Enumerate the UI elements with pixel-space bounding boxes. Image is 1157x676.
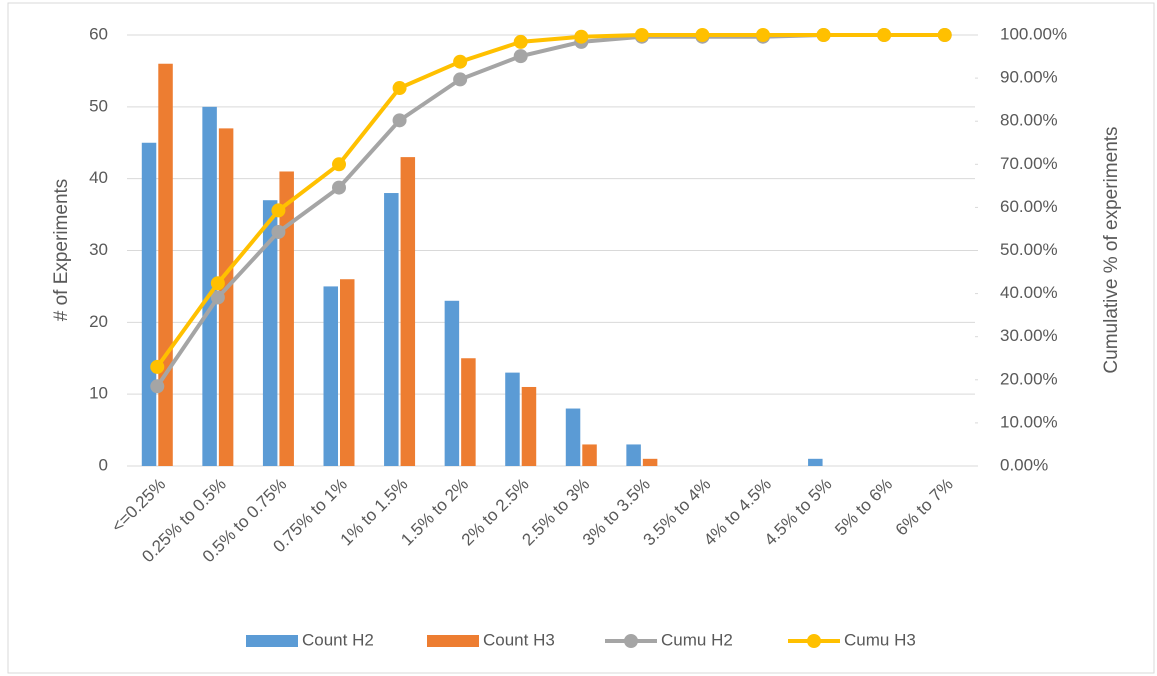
bar [626,444,641,466]
y2-tick-label: 10.00% [1000,412,1058,431]
marker [332,180,346,195]
y-tick-label: 10 [89,384,108,403]
marker [271,224,286,239]
y-tick-label: 0 [99,455,108,474]
y-tick-label: 50 [89,96,108,115]
y2-tick-label: 30.00% [1000,326,1058,345]
y-tick-label: 60 [89,24,108,43]
y2-tick-label: 40.00% [1000,283,1058,302]
legend-label: Count H2 [302,630,374,649]
marker [937,28,952,42]
marker [634,28,649,42]
marker [392,81,407,96]
y-tick-label: 40 [89,168,108,187]
bar [565,408,581,466]
marker [756,28,770,42]
marker [332,157,346,172]
bar [400,157,416,466]
marker [453,54,468,69]
legend-label: Cumu H3 [844,630,916,649]
y2-tick-label: 20.00% [1000,369,1058,388]
bar [521,386,537,466]
bar [642,458,658,466]
marker [513,34,528,49]
y-tick-label: 20 [89,312,108,331]
legend-swatch [246,635,298,647]
bar [218,128,234,466]
y2-axis-title: Cumulative % of experiments [1101,126,1122,373]
marker [210,276,225,291]
legend-marker [624,634,638,648]
marker [150,359,165,374]
marker [271,203,286,218]
marker [210,290,225,305]
y2-tick-label: 0.00% [1000,455,1048,474]
marker [150,379,165,394]
bar [808,458,823,466]
y-tick-label: 30 [89,240,108,259]
bar [384,193,399,467]
bar [158,63,173,466]
legend-swatch [427,635,479,647]
marker [877,28,892,42]
y2-tick-label: 70.00% [1000,154,1058,173]
marker [513,49,528,64]
y-axis-title: # of Experiments [51,179,72,322]
bar [340,279,355,466]
bar [262,200,278,466]
y2-tick-label: 100.00% [1000,24,1067,43]
bar [279,171,294,466]
legend-label: Count H3 [483,630,555,649]
chart-frame [7,2,1155,674]
bar [444,300,460,466]
bar [323,286,338,466]
bar [505,372,520,466]
legend-marker [807,634,821,648]
line [155,33,945,369]
legend-label: Cumu H2 [661,630,733,649]
marker [695,28,710,42]
bar [141,142,157,466]
bar [202,106,217,466]
bar [582,444,597,466]
y2-tick-label: 60.00% [1000,197,1058,216]
marker [453,72,468,87]
bar [461,358,476,466]
marker [392,113,407,128]
y2-tick-label: 50.00% [1000,240,1058,259]
y2-tick-label: 90.00% [1000,68,1058,87]
marker [816,28,831,42]
y2-tick-label: 80.00% [1000,111,1058,130]
marker [574,29,589,44]
